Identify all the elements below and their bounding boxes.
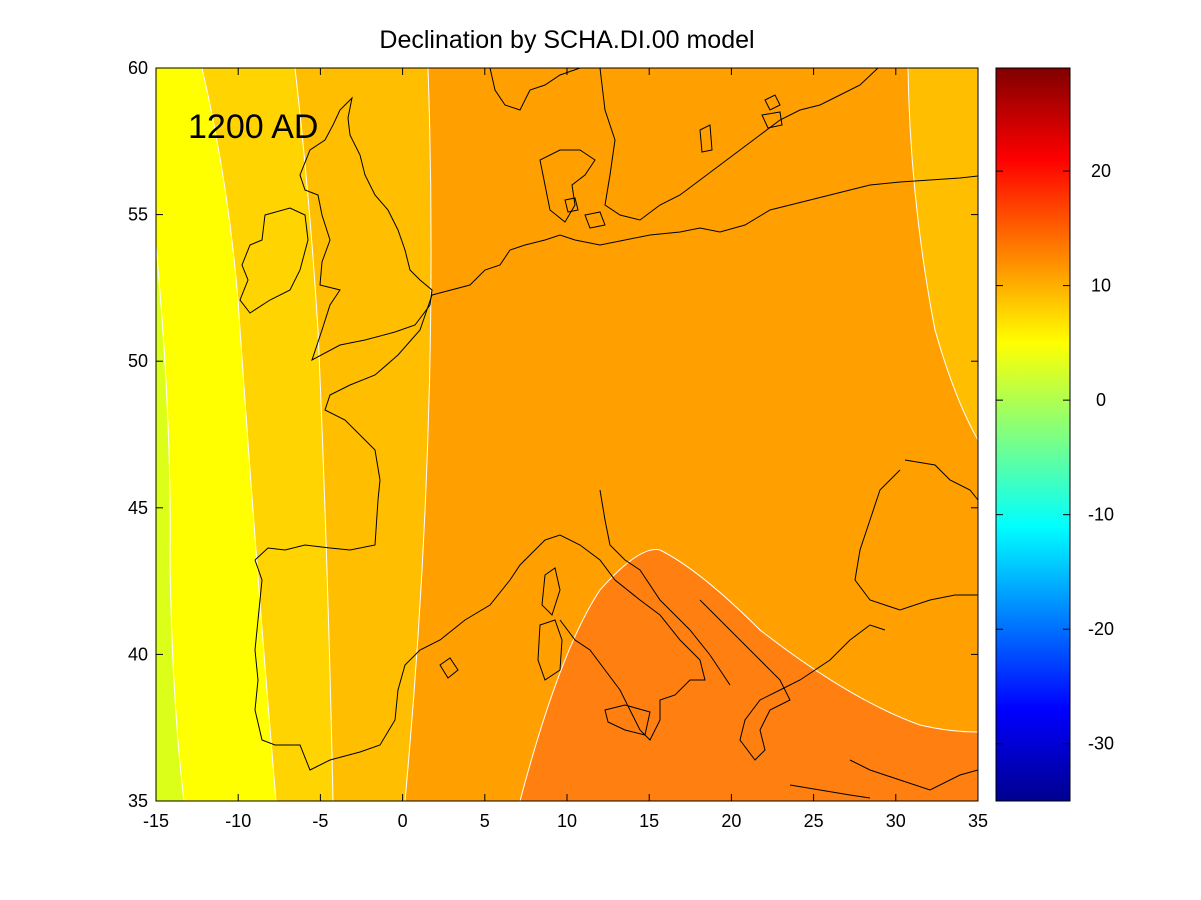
x-tick-label: 30 [886, 811, 906, 831]
colorbar-tick-label: -10 [1088, 505, 1114, 525]
colorbar-tick-label: 10 [1091, 276, 1111, 296]
x-tick-label: -10 [225, 811, 251, 831]
year-annotation: 1200 AD [188, 108, 318, 146]
chart-title: Declination by SCHA.DI.00 model [379, 26, 755, 54]
x-tick-label: 5 [480, 811, 490, 831]
y-tick-label: 40 [128, 644, 148, 664]
y-tick-label: 45 [128, 498, 148, 518]
y-tick-label: 35 [128, 791, 148, 811]
y-axis: 35 40 45 50 55 60 [128, 58, 978, 811]
y-tick-label: 60 [128, 58, 148, 78]
x-tick-label: 35 [968, 811, 988, 831]
colorbar-tick-label: -30 [1088, 734, 1114, 754]
x-tick-label: 15 [639, 811, 659, 831]
colorbar-tick-label: 0 [1096, 390, 1106, 410]
coastlines [239, 68, 978, 799]
x-tick-label: 0 [398, 811, 408, 831]
band-6-8-east [908, 68, 978, 440]
x-tick-label: 25 [804, 811, 824, 831]
colorbar [995, 67, 1071, 802]
y-tick-label: 55 [128, 205, 148, 225]
y-tick-label: 50 [128, 351, 148, 371]
x-tick-label: -15 [143, 811, 169, 831]
x-tick-label: -5 [312, 811, 328, 831]
x-tick-label: 20 [721, 811, 741, 831]
declination-contours [156, 68, 978, 801]
colorbar-tick-label: -20 [1088, 619, 1114, 639]
x-axis: -15 -10 -5 0 5 10 15 20 25 30 35 [143, 68, 988, 831]
band-10-12 [520, 549, 978, 801]
colorbar-tick-label: 20 [1091, 161, 1111, 181]
x-tick-label: 10 [557, 811, 577, 831]
band-2-4 [156, 68, 276, 801]
colorbar-axis: 20 10 0 -10 -20 -30 [996, 161, 1114, 754]
